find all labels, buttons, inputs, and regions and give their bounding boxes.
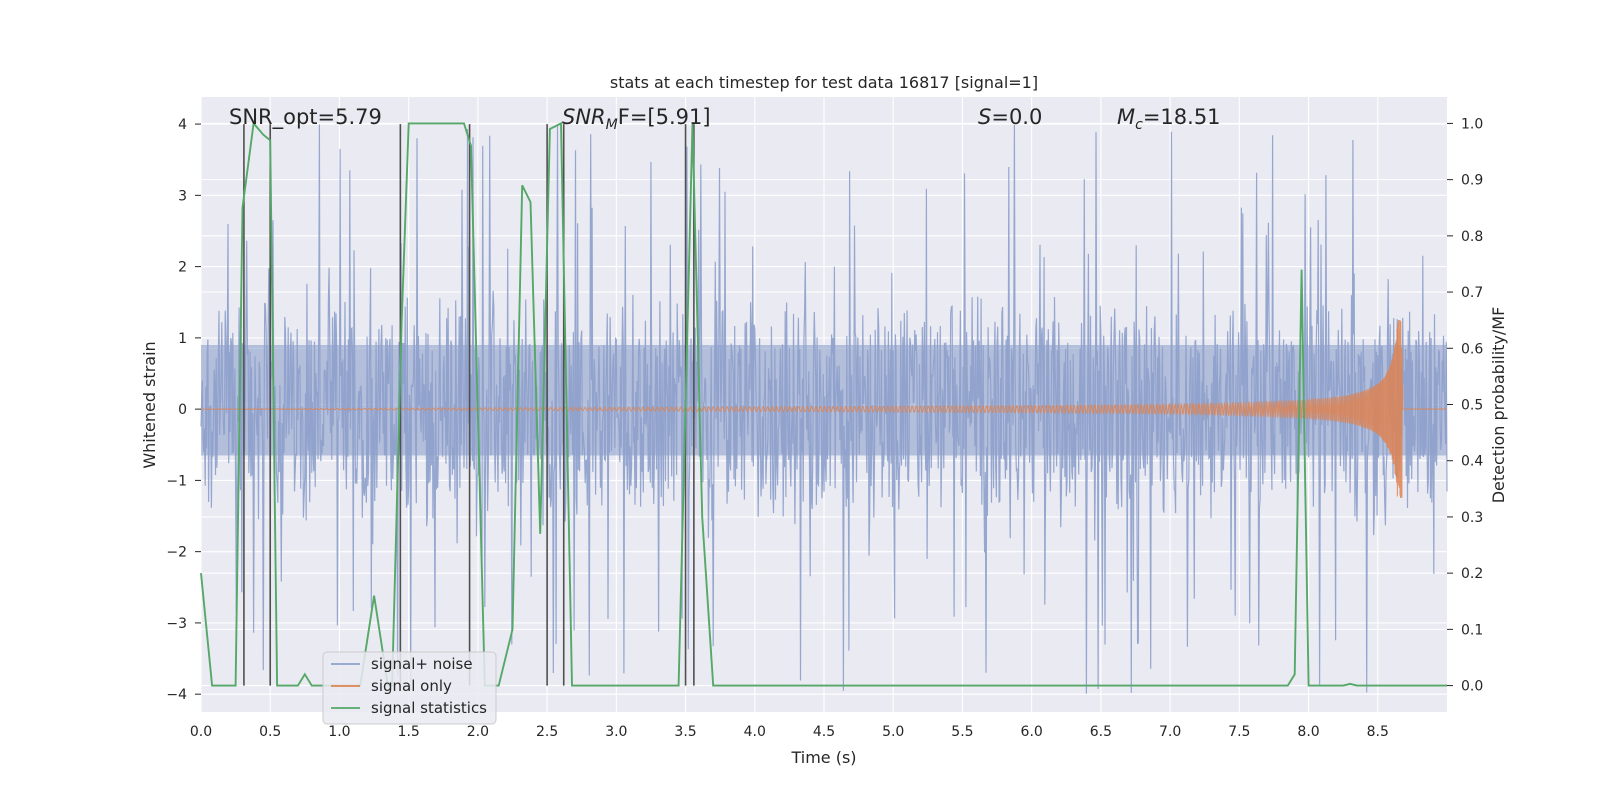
x-tick-label: 6.5 — [1090, 724, 1112, 740]
x-tick-label: 4.0 — [744, 724, 766, 740]
trigger-vlines — [243, 124, 695, 686]
y-tick-label: −4 — [166, 687, 187, 703]
x-axis-label: Time (s) — [790, 748, 856, 767]
x-tick-label: 7.5 — [1228, 724, 1250, 740]
mc-annotation: Mc=18.51 — [1117, 105, 1221, 133]
y-tick-label: 1 — [178, 331, 187, 347]
x-tick-label: 5.0 — [882, 724, 904, 740]
x-tick-label: 1.5 — [398, 724, 420, 740]
legend-label-statistics: signal statistics — [371, 699, 487, 717]
legend: signal+ noise signal only signal statist… — [322, 651, 497, 725]
y-axis-ticks: −4 −3 −2 −1 0 1 2 3 4 — [166, 117, 201, 703]
x-tick-label: 1.0 — [328, 724, 350, 740]
x-tick-label: 7.0 — [1159, 724, 1181, 740]
y-right-tick-label: 0.1 — [1461, 622, 1483, 638]
chirp-trace — [201, 320, 1447, 499]
noise-core-band — [201, 344, 1447, 456]
x-tick-label: 5.5 — [951, 724, 973, 740]
signal-noise-series — [200, 124, 1448, 694]
y-tick-label: 3 — [178, 188, 187, 204]
x-tick-label: 3.0 — [605, 724, 627, 740]
x-tick-label: 0.0 — [190, 724, 212, 740]
y-right-tick-label: 0.2 — [1461, 566, 1483, 582]
x-tick-label: 8.5 — [1367, 724, 1389, 740]
y-right-tick-label: 0.9 — [1461, 173, 1483, 189]
signal-statistics-series — [200, 121, 1447, 687]
y-right-tick-label: 0.4 — [1461, 454, 1483, 470]
snr-opt-annotation: SNR_opt=5.79 — [229, 105, 382, 130]
x-tick-label: 3.5 — [674, 724, 696, 740]
y-right-axis-ticks: 0.0 0.1 0.2 0.3 0.4 0.5 0.6 0.7 0.8 0.9 1.0 — [1447, 116, 1483, 695]
signal-only-series — [201, 320, 1447, 499]
y-tick-label: 2 — [178, 260, 187, 276]
y-right-tick-label: 0.7 — [1461, 285, 1483, 301]
legend-box — [322, 651, 497, 725]
y-right-axis-label: Detection probability/MF — [1489, 307, 1508, 504]
x-tick-label: 2.5 — [536, 724, 558, 740]
x-tick-label: 6.0 — [1021, 724, 1043, 740]
y-right-tick-label: 0.3 — [1461, 510, 1483, 526]
legend-label-signal: signal only — [371, 677, 452, 695]
y-right-tick-label: 0.5 — [1461, 398, 1483, 414]
x-tick-label: 4.5 — [813, 724, 835, 740]
y-right-tick-label: 1.0 — [1461, 116, 1483, 132]
chart-title: stats at each timestep for test data 168… — [610, 73, 1038, 92]
y-axis-label: Whitened strain — [140, 341, 159, 468]
x-tick-label: 0.5 — [259, 724, 281, 740]
y-tick-label: 0 — [178, 402, 187, 418]
snr-mf-annotation: SNRMF=[5.91] — [562, 105, 711, 133]
y-right-tick-label: 0.6 — [1461, 341, 1483, 357]
y-right-tick-label: 0.8 — [1461, 229, 1483, 245]
x-tick-label: 2.0 — [467, 724, 489, 740]
y-tick-label: −3 — [166, 616, 187, 632]
y-tick-label: −1 — [166, 473, 187, 489]
y-tick-label: 4 — [178, 117, 187, 133]
legend-label-noise: signal+ noise — [371, 655, 473, 673]
statistics-trace — [200, 121, 1447, 687]
y-tick-label: −2 — [166, 545, 187, 561]
x-axis-ticks: 0.0 0.5 1.0 1.5 2.0 2.5 3.0 3.5 4.0 4.5 5.0 5.5 6.0 6… — [190, 724, 1389, 740]
y-right-tick-label: 0.0 — [1461, 679, 1483, 695]
x-tick-label: 8.0 — [1297, 724, 1319, 740]
s-annotation: S=0.0 — [978, 105, 1042, 129]
